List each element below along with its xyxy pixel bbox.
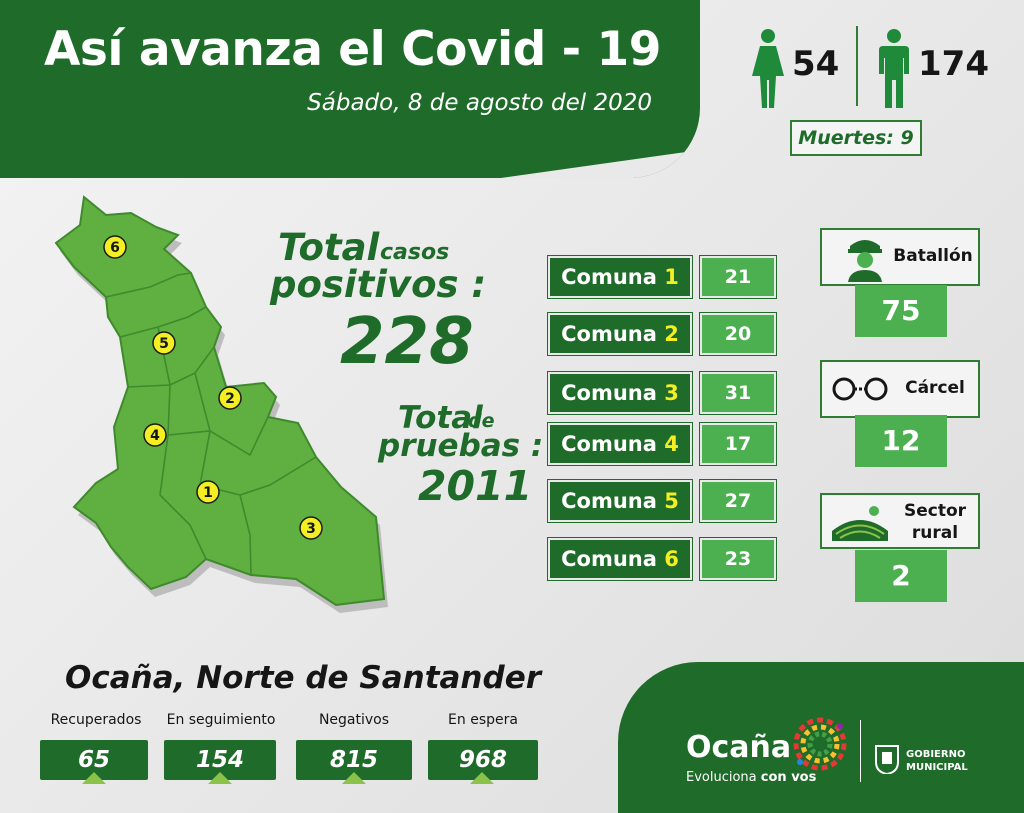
comuna-4-label: Comuna 4 — [547, 422, 693, 466]
female-count: 54 — [792, 44, 840, 84]
total-cases-label: Total — [278, 226, 380, 269]
negatives-label: Negativos — [318, 712, 390, 728]
total-tests-label: Total — [398, 400, 483, 436]
divider — [860, 720, 861, 782]
batallon-label: Batallón — [893, 246, 973, 266]
comuna-3-label: Comuna 3 — [547, 371, 693, 415]
zone-marker-4: 4 — [143, 423, 167, 447]
male-icon — [879, 29, 909, 108]
brand-logo-icon — [793, 717, 847, 771]
recovered-label: Recuperados — [50, 712, 142, 728]
government-label: GOBIERNO MUNICIPAL — [906, 749, 968, 773]
rural-value: 2 — [855, 550, 947, 602]
zone-marker-5: 5 — [152, 331, 176, 355]
deaths-badge: Muertes: 9 — [790, 120, 922, 156]
handcuffs-icon — [832, 377, 888, 401]
pointer-triangle — [82, 772, 106, 784]
total-tests-value: 2011 — [418, 462, 533, 510]
divider — [856, 26, 858, 106]
total-cases-value: 228 — [340, 305, 474, 379]
svg-text:2: 2 — [225, 391, 235, 407]
header-banner — [0, 0, 700, 178]
total-tests-label-2: pruebas : — [378, 428, 544, 464]
svg-text:3: 3 — [306, 521, 316, 537]
comuna-4-value: 17 — [699, 422, 777, 466]
page-title: Así avanza el Covid - 19 — [44, 22, 661, 77]
pointer-triangle — [470, 772, 494, 784]
female-icon — [752, 29, 784, 108]
zone-marker-3: 3 — [299, 516, 323, 540]
comuna-6-value: 23 — [699, 537, 777, 581]
svg-text:5: 5 — [159, 336, 169, 352]
total-cases-label-small: casos — [380, 240, 450, 265]
rural-label-1: Sector — [903, 501, 967, 521]
comuna-5-value: 27 — [699, 479, 777, 523]
rural-card-header: Sector rural — [820, 493, 980, 549]
comuna-2-value: 20 — [699, 312, 777, 356]
comuna-5-label: Comuna 5 — [547, 479, 693, 523]
batallon-value: 75 — [855, 285, 947, 337]
comunas-map: 6 5 2 4 1 3 — [54, 195, 388, 613]
comuna-1-value: 21 — [699, 255, 777, 299]
svg-text:1: 1 — [203, 485, 213, 501]
batallon-card-header: Batallón — [820, 228, 980, 286]
zone-marker-2: 2 — [218, 386, 242, 410]
pointer-triangle — [208, 772, 232, 784]
carcel-card-header: Cárcel — [820, 360, 980, 418]
svg-text:4: 4 — [150, 428, 160, 444]
total-cases-label-2: positivos : — [270, 263, 487, 306]
carcel-value: 12 — [855, 415, 947, 467]
comuna-6-label: Comuna 6 — [547, 537, 693, 581]
rural-label-2: rural — [911, 523, 959, 543]
zone-marker-1: 1 — [196, 480, 220, 504]
soldier-icon — [848, 240, 882, 282]
total-tests-label-small: de — [468, 410, 495, 432]
carcel-label: Cárcel — [905, 378, 965, 398]
monitoring-label: En seguimiento — [166, 712, 276, 728]
pointer-triangle — [342, 772, 366, 784]
brand-tagline: Evoluciona con vos — [686, 770, 817, 785]
farm-field-icon — [832, 506, 888, 541]
zone-marker-6: 6 — [103, 235, 127, 259]
brand-logo-text: Ocaña — [686, 730, 792, 765]
municipal-shield-icon — [875, 745, 899, 774]
date-subtitle: Sábado, 8 de agosto del 2020 — [307, 90, 652, 116]
footer-banner — [618, 662, 1024, 813]
svg-text:6: 6 — [110, 240, 120, 256]
city-title: Ocaña, Norte de Santander — [65, 660, 542, 696]
comuna-3-value: 31 — [699, 371, 777, 415]
male-count: 174 — [918, 44, 989, 84]
comuna-2-label: Comuna 2 — [547, 312, 693, 356]
waiting-label: En espera — [448, 712, 518, 728]
comuna-1-label: Comuna 1 — [547, 255, 693, 299]
